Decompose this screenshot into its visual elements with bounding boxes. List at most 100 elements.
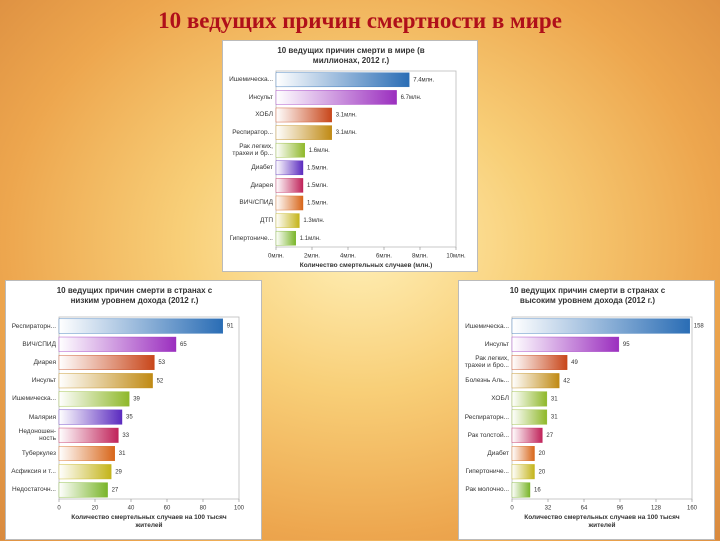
bar (511, 355, 568, 370)
category-label: Респираторн... (464, 413, 509, 421)
value-label: 65 (180, 342, 187, 348)
category-label: Недоношен-ность (18, 428, 56, 443)
value-label: 42 (563, 378, 570, 384)
plot-frame (511, 316, 693, 500)
x-tick-label: 20 (92, 506, 99, 512)
category-label: Ишемическа... (12, 395, 56, 403)
category-label: Инсульт (248, 93, 273, 101)
value-label: 20 (539, 451, 546, 457)
value-label: 3.1млн. (336, 130, 357, 136)
category-label: Асфиксия и т... (11, 468, 56, 476)
category-label: Диабет (251, 164, 273, 172)
bar (58, 446, 115, 461)
bar (511, 409, 548, 425)
value-label: 1.5млн. (307, 165, 328, 171)
x-tick-label: 60 (164, 506, 171, 512)
bar (275, 107, 332, 123)
category-label: Инсульт (31, 377, 56, 385)
value-label: 7.4млн. (413, 77, 434, 83)
bar (58, 464, 112, 480)
category-label: Гипертониче... (465, 468, 509, 476)
category-label: Рак легких, трахеи и бро... (464, 355, 509, 370)
category-label: Малярия (28, 413, 56, 421)
category-label: ХОБЛ (255, 111, 273, 119)
chart-title: 10 ведущих причин смерти в странах с низ… (56, 286, 213, 305)
value-label: 39 (133, 396, 140, 402)
value-label: 20 (539, 469, 546, 475)
value-label: 3.1млн. (336, 113, 357, 119)
value-label: 27 (112, 487, 119, 493)
plot-frame (275, 70, 457, 248)
bar (275, 142, 305, 158)
bar (511, 336, 620, 352)
x-tick-label: 0млн. (268, 254, 284, 260)
bar (275, 195, 304, 211)
x-tick-label: 2млн. (304, 254, 320, 260)
chart-title: 10 ведущих причин смерти в мире (в милли… (277, 46, 425, 65)
value-label: 95 (623, 342, 630, 348)
slide-title: 10 ведущих причин смертности в мире (158, 8, 562, 33)
bar (275, 178, 304, 193)
bar (275, 125, 332, 140)
category-label: Ишемическа... (465, 322, 509, 330)
x-axis-label: Количество смертельных случаев (млн.) (299, 262, 433, 269)
bar (58, 391, 130, 407)
x-tick-label: 40 (128, 506, 135, 512)
bar (58, 355, 155, 370)
value-label: 29 (115, 469, 122, 475)
bar (58, 409, 123, 425)
value-label: 35 (126, 415, 133, 421)
category-label: Диабет (487, 449, 509, 457)
value-label: 1.5млн. (307, 201, 328, 207)
x-tick-label: 160 (687, 506, 698, 512)
category-label: Рак толстой... (467, 431, 509, 439)
value-label: 49 (571, 360, 578, 366)
x-tick-label: 6млн. (376, 254, 392, 260)
x-tick-label: 0 (510, 506, 514, 512)
value-label: 53 (158, 360, 165, 366)
x-tick-label: 10млн. (446, 254, 466, 260)
x-tick-label: 32 (545, 506, 552, 512)
category-label: Диарея (33, 358, 56, 366)
value-label: 91 (227, 324, 234, 330)
x-axis-label: Количество смертельных случаев на 100 ты… (71, 514, 227, 529)
bar (511, 427, 543, 443)
category-label: Болезнь Аль... (465, 377, 509, 385)
bar (275, 160, 304, 176)
value-label: 158 (694, 324, 705, 330)
bar (58, 336, 177, 352)
x-tick-label: 96 (617, 506, 624, 512)
category-label: ВИЧ/СПИД (22, 340, 56, 348)
value-label: 1.1млн. (300, 236, 321, 242)
category-label: ВИЧ/СПИД (239, 199, 273, 207)
value-label: 27 (546, 433, 553, 439)
bar (511, 318, 690, 334)
bar (511, 373, 560, 389)
x-axis-label: Количество смертельных случаев на 100 ты… (524, 514, 680, 529)
plot-frame (58, 316, 240, 500)
category-label: Гипертониче... (229, 234, 273, 242)
bar (58, 318, 224, 334)
chart-title: 10 ведущих причин смерти в странах с выс… (509, 286, 666, 305)
x-tick-label: 8млн. (412, 254, 428, 260)
plot: 0 32 64 96 128 160 158 95 49 42 31 31 27 20 20 16 (510, 316, 705, 512)
bar (511, 446, 535, 461)
bar (58, 373, 153, 389)
bar (58, 482, 108, 498)
value-label: 33 (122, 433, 129, 439)
category-label: ДТП (259, 217, 273, 225)
x-tick-label: 0 (57, 506, 61, 512)
value-label: 31 (551, 396, 558, 402)
category-label: ХОБЛ (491, 395, 509, 403)
bar (275, 72, 410, 88)
chart-panel: 10 ведущих причин смерти в странах с выс… (458, 280, 715, 540)
category-label: Ишемическа... (229, 76, 273, 84)
category-label: Респиратор... (232, 129, 273, 137)
x-tick-label: 100 (234, 506, 245, 512)
value-label: 6.7млн. (401, 95, 422, 101)
category-label: Туберкулез (21, 449, 56, 457)
bar (511, 464, 535, 480)
value-label: 1.6млн. (309, 148, 330, 154)
plot: 0 20 40 60 80 100 91 65 53 52 39 35 33 31 29 27 (57, 316, 245, 512)
